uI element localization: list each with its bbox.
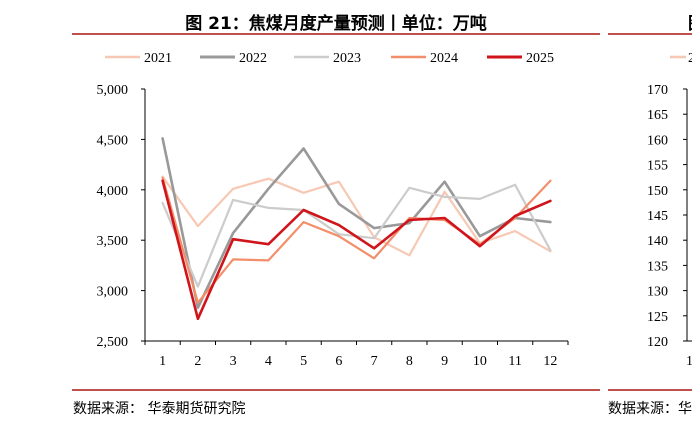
y-tick-label: 2,500 bbox=[97, 335, 129, 350]
adjacent-y-tick-label: 145 bbox=[647, 209, 668, 224]
x-tick-label: 6 bbox=[335, 354, 342, 369]
legend-item-2025: 2025 bbox=[487, 51, 554, 66]
y-tick-label: 3,500 bbox=[97, 234, 129, 249]
adjacent-y-tick-label: 120 bbox=[647, 335, 668, 350]
adjacent-y-tick-label: 135 bbox=[647, 259, 668, 274]
title-rule bbox=[72, 33, 600, 35]
source-note: 数据来源： 华泰期货研究院 bbox=[73, 401, 246, 417]
x-tick-label: 4 bbox=[265, 354, 272, 369]
series-line-2022 bbox=[161, 137, 552, 310]
x-tick-label: 5 bbox=[300, 354, 307, 369]
x-tick-label: 10 bbox=[473, 354, 487, 369]
y-tick-label: 5,000 bbox=[97, 83, 129, 98]
series-line-2024 bbox=[161, 176, 552, 304]
adjacent-source-note: 数据来源：华 bbox=[608, 401, 692, 417]
adjacent-figure-title: 图 bbox=[688, 9, 692, 34]
legend-label-2022: 2022 bbox=[239, 51, 267, 66]
legend-item-2024: 2024 bbox=[391, 51, 458, 66]
legend-label-2024: 2024 bbox=[430, 51, 458, 66]
legend-item-2023: 2023 bbox=[294, 51, 361, 66]
x-tick-label: 2 bbox=[194, 354, 201, 369]
x-tick-label: 7 bbox=[371, 354, 378, 369]
adjacent-chart-figure: 图 2 170 165 160 155 150 145 140 135 130 125 120 1 数据… bbox=[608, 0, 692, 427]
adjacent-x-tick-label: 1 bbox=[686, 354, 692, 369]
legend-label-2021: 2021 bbox=[144, 51, 172, 66]
adjacent-legend-label: 2 bbox=[688, 51, 692, 66]
adjacent-y-tick-label: 160 bbox=[647, 133, 668, 148]
legend-item-2021: 2021 bbox=[105, 51, 172, 66]
line-chart: 2021 2022 2023 2024 2025 5,000 4,500 4,000 3,500… bbox=[97, 51, 569, 369]
legend-item-2022: 2022 bbox=[200, 51, 267, 66]
x-tick-label: 8 bbox=[406, 354, 413, 369]
adjacent-source-rule bbox=[608, 389, 692, 391]
y-tick-label: 3,000 bbox=[97, 285, 129, 300]
y-tick-label: 4,500 bbox=[97, 133, 129, 148]
chart-figure: 图 21：焦煤月度产量预测丨单位：万吨 2021 2022 2023 2024 2025… bbox=[72, 14, 600, 417]
adjacent-y-tick-label: 125 bbox=[647, 310, 668, 325]
figure-title: 图 21：焦煤月度产量预测丨单位：万吨 bbox=[185, 14, 487, 34]
adjacent-line-chart: 2 170 165 160 155 150 145 140 135 130 125 120 1 bbox=[647, 51, 692, 369]
y-tick-label: 4,000 bbox=[97, 184, 129, 199]
legend-label-2025: 2025 bbox=[526, 51, 554, 66]
adjacent-y-tick-label: 150 bbox=[647, 184, 668, 199]
x-tick-label: 1 bbox=[159, 354, 166, 369]
adjacent-y-tick-label: 130 bbox=[647, 285, 668, 300]
adjacent-y-tick-label: 140 bbox=[647, 234, 668, 249]
legend-label-2023: 2023 bbox=[333, 51, 361, 66]
source-rule bbox=[72, 389, 600, 391]
x-tick-label: 3 bbox=[230, 354, 237, 369]
adjacent-title-rule bbox=[608, 33, 692, 35]
x-tick-label: 9 bbox=[441, 354, 448, 369]
series-line-2025 bbox=[161, 179, 552, 321]
adjacent-y-tick-label: 170 bbox=[647, 83, 668, 98]
x-tick-label: 11 bbox=[508, 354, 521, 369]
adjacent-y-tick-label: 165 bbox=[647, 108, 668, 123]
adjacent-y-tick-label: 155 bbox=[647, 159, 668, 174]
x-tick-label: 12 bbox=[543, 354, 557, 369]
